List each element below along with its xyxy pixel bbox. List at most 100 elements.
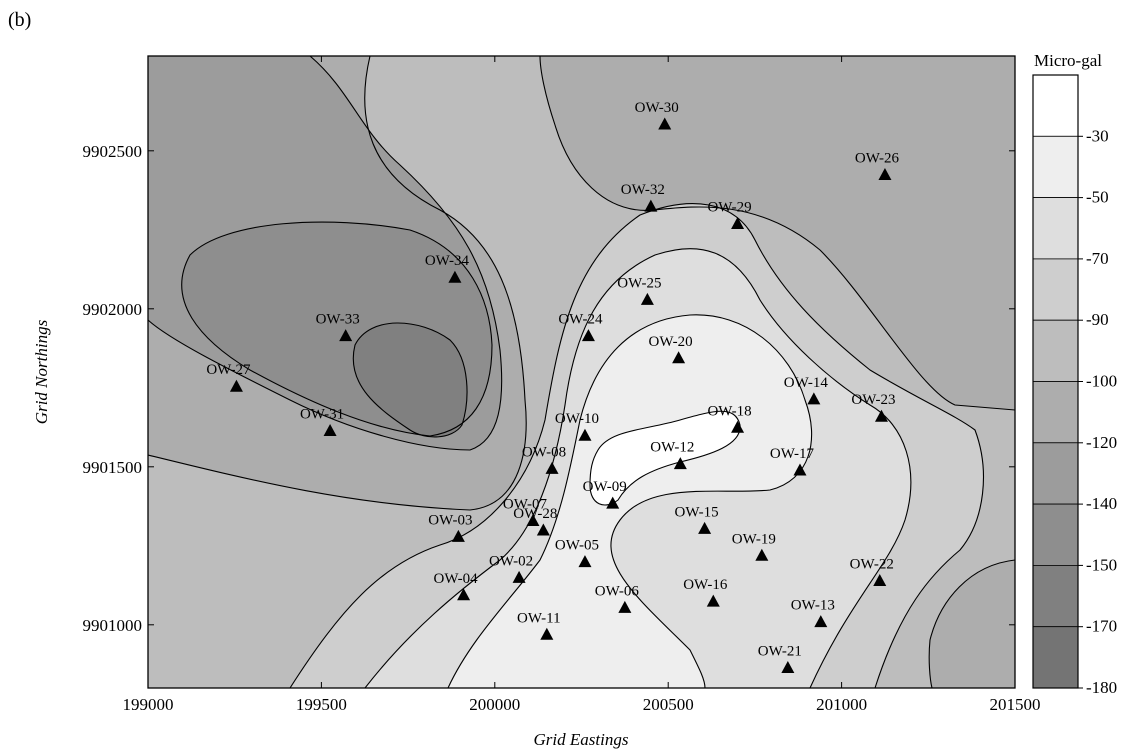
y-axis: 9901000 9901500 9902000 9902500 bbox=[83, 142, 1015, 635]
well-marker bbox=[339, 329, 353, 342]
well-marker bbox=[793, 463, 807, 476]
well-marker bbox=[618, 600, 632, 613]
well-marker bbox=[878, 168, 892, 180]
colorbar-swatch bbox=[1032, 258, 1079, 321]
well-label: OW-26 bbox=[855, 151, 900, 167]
colorbar-tick-label: -70 bbox=[1086, 249, 1109, 268]
contour-line bbox=[148, 56, 527, 511]
well-label: OW-03 bbox=[428, 512, 472, 528]
well-marker bbox=[526, 514, 540, 527]
colorbar-swatch bbox=[1032, 74, 1079, 137]
colorbar-swatch bbox=[1032, 319, 1079, 382]
x-tick-label: 201000 bbox=[816, 695, 867, 714]
x-axis: 199000 199500 200000 200500 201000 201500 bbox=[123, 56, 1041, 714]
well-label: OW-22 bbox=[850, 557, 894, 573]
well-label: OW-06 bbox=[595, 583, 640, 599]
colorbar-swatch bbox=[1032, 381, 1079, 444]
well-label: OW-04 bbox=[434, 571, 479, 587]
well-label: OW-16 bbox=[683, 577, 728, 593]
colorbar-tick-label: -50 bbox=[1086, 188, 1109, 207]
well-label: OW-08 bbox=[522, 444, 566, 460]
colorbar-swatch bbox=[1032, 135, 1079, 199]
well-marker bbox=[578, 428, 592, 441]
x-tick-label: 200000 bbox=[469, 695, 520, 714]
well-label: OW-24 bbox=[558, 312, 603, 328]
well-marker bbox=[578, 555, 592, 568]
well-marker bbox=[229, 379, 243, 392]
well-marker bbox=[323, 423, 337, 436]
band-30-high bbox=[590, 411, 741, 505]
well-marker bbox=[644, 199, 658, 212]
colorbar-tick-label: -30 bbox=[1086, 126, 1109, 145]
contour-line bbox=[928, 559, 1015, 688]
well-label: OW-34 bbox=[425, 253, 470, 269]
x-tick-label: 199000 bbox=[123, 695, 174, 714]
well-marker bbox=[698, 521, 712, 534]
y-tick-label: 9901000 bbox=[83, 616, 143, 635]
well-label: OW-11 bbox=[517, 610, 561, 626]
colorbar: Micro-gal -30 -50 -70 -90 -100 -120 -140 -150 -1… bbox=[1032, 51, 1117, 697]
well-marker bbox=[606, 496, 620, 509]
well-marker bbox=[457, 588, 471, 601]
well-label: OW-10 bbox=[555, 411, 599, 427]
contour-fills bbox=[148, 56, 1015, 688]
well-marker bbox=[874, 409, 888, 422]
colorbar-swatch bbox=[1032, 442, 1079, 505]
band-120-100-east bbox=[540, 56, 1015, 410]
contour-line bbox=[181, 221, 493, 437]
colorbar-swatch bbox=[1032, 503, 1079, 566]
x-tick-label: 201500 bbox=[990, 695, 1041, 714]
well-marker bbox=[731, 420, 745, 433]
well-marker bbox=[658, 117, 672, 130]
colorbar-tick-label: -180 bbox=[1086, 678, 1117, 697]
well-label: OW-31 bbox=[300, 406, 344, 422]
well-label: OW-18 bbox=[707, 403, 751, 419]
well-label: OW-19 bbox=[732, 531, 776, 547]
colorbar-tick-label: -120 bbox=[1086, 433, 1117, 452]
well-marker bbox=[581, 329, 595, 342]
contour-line bbox=[148, 56, 503, 451]
contour-line bbox=[352, 322, 468, 438]
well-marker bbox=[536, 523, 550, 536]
band-120-100-se bbox=[929, 560, 1015, 688]
well-marker bbox=[873, 574, 887, 587]
well-label: OW-02 bbox=[489, 553, 533, 569]
contour-line bbox=[539, 56, 1015, 411]
well-label: OW-29 bbox=[707, 199, 751, 215]
well-marker bbox=[640, 292, 654, 305]
well-label: OW-15 bbox=[675, 504, 719, 520]
well-marker bbox=[673, 457, 687, 470]
well-marker bbox=[814, 615, 828, 628]
x-axis-title: Grid Eastings bbox=[534, 730, 629, 749]
colorbar-tick-label: -100 bbox=[1086, 372, 1117, 391]
well-label: OW-27 bbox=[206, 362, 251, 378]
well-marker bbox=[672, 351, 686, 364]
well-label: OW-25 bbox=[617, 275, 661, 291]
x-tick-label: 200500 bbox=[643, 695, 694, 714]
well-label: OW-23 bbox=[851, 392, 895, 408]
x-tick-label: 199500 bbox=[296, 695, 347, 714]
well-marker bbox=[545, 461, 559, 474]
contour-line bbox=[589, 410, 741, 506]
y-axis-title: Grid Northings bbox=[32, 319, 51, 424]
colorbar-swatch bbox=[1032, 197, 1079, 260]
well-marker bbox=[731, 216, 745, 229]
plot-frame bbox=[147, 55, 1016, 689]
well-marker bbox=[451, 529, 465, 542]
y-tick-label: 9901500 bbox=[83, 458, 143, 477]
well-label: OW-33 bbox=[316, 312, 360, 328]
well-label: OW-12 bbox=[650, 440, 694, 456]
well-marker bbox=[448, 270, 462, 283]
well-label: OW-21 bbox=[758, 643, 802, 659]
well-marker bbox=[540, 627, 554, 640]
well-marker bbox=[512, 570, 526, 583]
contour-line bbox=[364, 248, 912, 688]
panel-label: (b) bbox=[8, 9, 31, 31]
colorbar-swatch bbox=[1032, 565, 1079, 628]
well-label: OW-20 bbox=[649, 334, 693, 350]
y-tick-label: 9902500 bbox=[83, 142, 143, 161]
colorbar-swatch bbox=[1032, 626, 1079, 689]
well-marker bbox=[781, 660, 795, 673]
well-marker bbox=[755, 548, 769, 561]
well-label: OW-30 bbox=[635, 100, 679, 116]
